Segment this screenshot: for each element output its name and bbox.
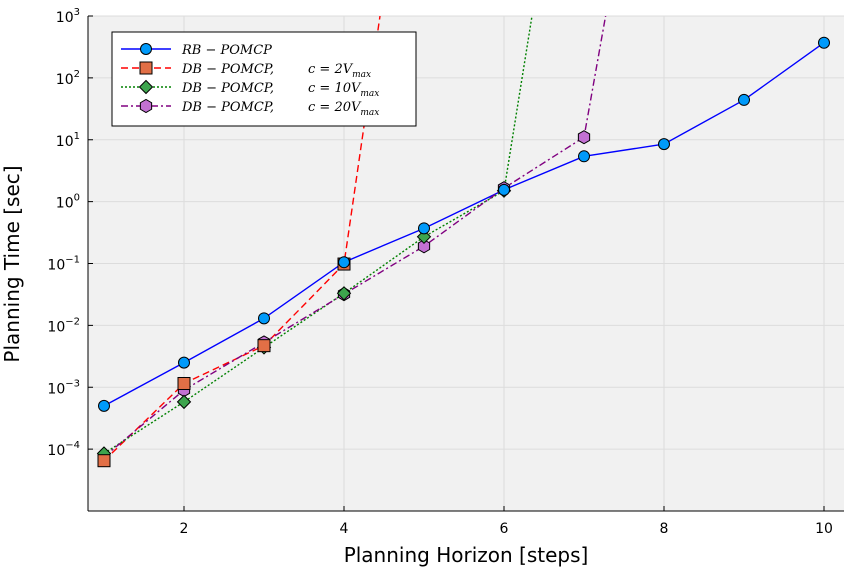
x-tick-label: 8 xyxy=(660,521,669,537)
legend-label: RB − POMCP xyxy=(181,43,272,58)
y-tick-label: 101 xyxy=(56,131,80,150)
data-point-1 xyxy=(177,376,191,390)
data-point-2 xyxy=(336,286,352,301)
series-line-0 xyxy=(103,42,825,407)
legend-condition: c = 10Vmax xyxy=(308,81,379,99)
data-point-3 xyxy=(417,239,431,254)
data-point-1 xyxy=(97,454,111,468)
y-tick-label: 103 xyxy=(56,7,80,26)
y-tick-label: 100 xyxy=(56,193,80,212)
legend-box xyxy=(111,31,417,127)
data-point-2 xyxy=(416,229,432,245)
legend-marker xyxy=(139,98,153,114)
data-point-0 xyxy=(338,256,350,269)
data-point-0 xyxy=(818,36,830,49)
data-point-0 xyxy=(498,183,510,196)
y-axis-title: Planning Time [sec] xyxy=(0,165,24,362)
data-point-0 xyxy=(658,138,670,151)
legend-condition: c = 20Vmax xyxy=(308,100,379,118)
legend-label: DB − POMCP, xyxy=(181,81,274,96)
data-point-3 xyxy=(577,130,591,145)
legend-marker xyxy=(139,61,153,75)
legend-label: DB − POMCP, xyxy=(181,62,274,77)
legend-marker xyxy=(140,43,152,55)
x-tick-label: 4 xyxy=(340,521,349,537)
series-markers xyxy=(96,36,830,468)
x-tick-label: 6 xyxy=(500,521,509,537)
y-axis-ticks: 10−4 10−3 10−2 10−1 100 101 102 103 xyxy=(47,7,93,459)
x-axis-title: Planning Horizon [steps] xyxy=(344,543,589,567)
legend-marker xyxy=(138,79,154,95)
x-tick-label: 10 xyxy=(815,521,833,537)
data-point-0 xyxy=(258,312,270,325)
y-tick-label: 10−1 xyxy=(47,255,80,274)
x-tick-label: 2 xyxy=(180,521,189,537)
data-point-0 xyxy=(98,399,110,412)
legend-label: DB − POMCP, xyxy=(181,100,274,115)
data-point-2 xyxy=(176,394,192,410)
y-tick-label: 10−2 xyxy=(47,316,80,335)
y-tick-label: 10−3 xyxy=(47,378,80,397)
x-axis-ticks: 2 4 6 8 10 xyxy=(180,506,833,537)
legend-condition: c = 2Vmax xyxy=(308,62,371,80)
data-point-1 xyxy=(257,339,271,353)
y-tick-label: 102 xyxy=(56,69,80,88)
data-point-0 xyxy=(178,356,190,369)
legend: RB − POMCP DB − POMCP, c = 2Vmax DB − POMCP… xyxy=(111,31,417,127)
y-tick-label: 10−4 xyxy=(47,440,80,459)
data-point-0 xyxy=(418,222,430,235)
data-point-0 xyxy=(578,150,590,163)
data-point-0 xyxy=(738,93,750,106)
series-line-3 xyxy=(103,16,607,458)
